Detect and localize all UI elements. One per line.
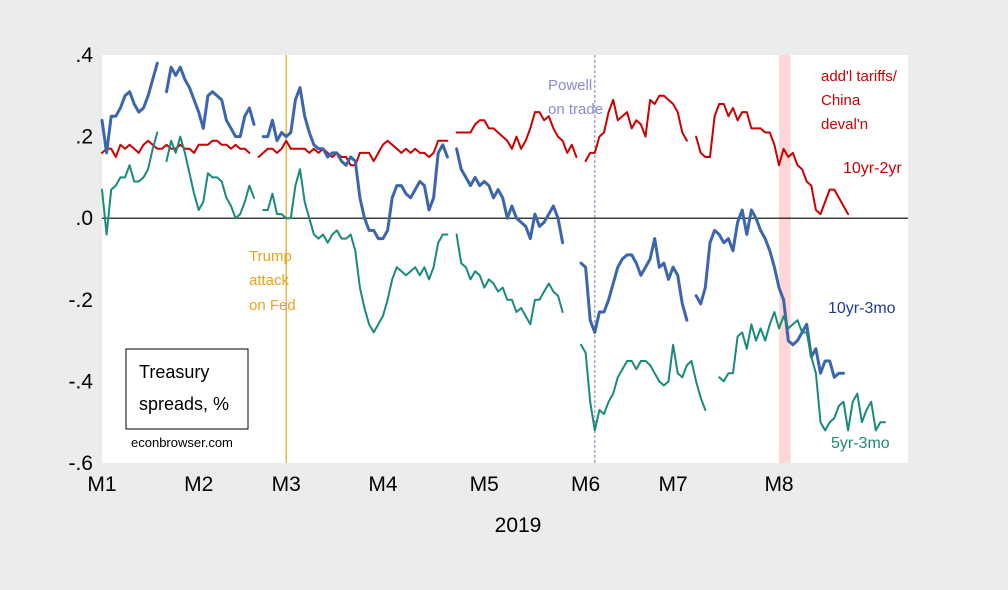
- source-label: econbrowser.com: [131, 435, 233, 450]
- annotation-tariffs-line1: add'l tariffs/: [821, 68, 898, 85]
- series-line-5yr-3mo-seg1: [165, 135, 255, 220]
- title-box-frame: [125, 348, 249, 430]
- series-line-5yr-3mo-seg0: [101, 131, 159, 236]
- x-tick-label: M7: [659, 473, 688, 496]
- annotation-powell: Powell on trade: [548, 77, 603, 118]
- y-tick-label: -.2: [68, 289, 93, 312]
- series-line-10yr-3mo-seg4: [579, 237, 689, 334]
- series-line-10yr-2yr-seg1: [257, 139, 449, 167]
- y-tick-label: .0: [75, 207, 93, 230]
- series-label-10yr-2yr: 10yr-2yr: [843, 160, 902, 177]
- event-band-tariffs: [779, 55, 791, 463]
- y-tick-label: -.4: [68, 370, 93, 393]
- series-line-5yr-3mo-seg4: [580, 343, 707, 432]
- series-label-5yr-3mo: 5yr-3mo: [831, 435, 890, 452]
- series-line-10yr-2yr-seg4: [695, 103, 850, 216]
- series-line-10yr-3mo-seg1: [165, 65, 256, 139]
- series-line-10yr-2yr-seg3: [584, 94, 688, 163]
- x-tick-label: M8: [764, 473, 793, 496]
- annotation-trump-line3: on Fed: [249, 297, 296, 314]
- annotation-tariffs-line3: deval'n: [821, 116, 868, 133]
- series-label-10yr-3mo: 10yr-3mo: [828, 300, 896, 317]
- series-line-5yr-3mo-seg2: [262, 168, 449, 334]
- title-box-line1: Treasury: [139, 362, 209, 382]
- x-tick-label: M4: [368, 473, 397, 496]
- y-tick-label: .4: [75, 44, 93, 67]
- series-line-10yr-3mo-seg3: [455, 147, 565, 245]
- title-box-line2: spreads, %: [139, 394, 229, 414]
- annotation-powell-line1: Powell: [548, 77, 592, 94]
- series-line-5yr-3mo-seg3: [455, 233, 564, 326]
- x-tick-label: M5: [470, 473, 499, 496]
- series-10yr-3mo: [100, 61, 845, 379]
- y-tick-label: .2: [75, 126, 93, 149]
- series-10yr-2yr: [101, 94, 850, 216]
- annotation-trump: Trump attack on Fed: [249, 248, 296, 314]
- title-box: Treasury spreads, %: [125, 348, 249, 430]
- series-line-10yr-3mo-seg5: [694, 208, 845, 379]
- x-tick-label: M6: [571, 473, 600, 496]
- annotation-tariffs-line2: China: [821, 92, 861, 109]
- series-line-10yr-3mo-seg2: [261, 86, 449, 241]
- series-line-10yr-3mo-seg0: [100, 61, 159, 155]
- series-line-10yr-2yr-seg0: [101, 139, 251, 158]
- x-axis-label: 2019: [495, 514, 542, 537]
- x-tick-label: M1: [87, 473, 116, 496]
- annotation-powell-line2: on trade: [548, 101, 603, 118]
- series-line-10yr-2yr-seg2: [455, 111, 578, 158]
- annotation-tariffs: add'l tariffs/ China deval'n: [821, 68, 898, 133]
- annotation-trump-line2: attack: [249, 272, 290, 289]
- y-tick-label: -.6: [68, 452, 93, 475]
- annotation-trump-line1: Trump: [249, 248, 292, 265]
- x-tick-label: M2: [184, 473, 213, 496]
- x-tick-label: M3: [272, 473, 301, 496]
- series-5yr-3mo: [101, 131, 886, 432]
- series-line-5yr-3mo-seg5: [718, 311, 886, 432]
